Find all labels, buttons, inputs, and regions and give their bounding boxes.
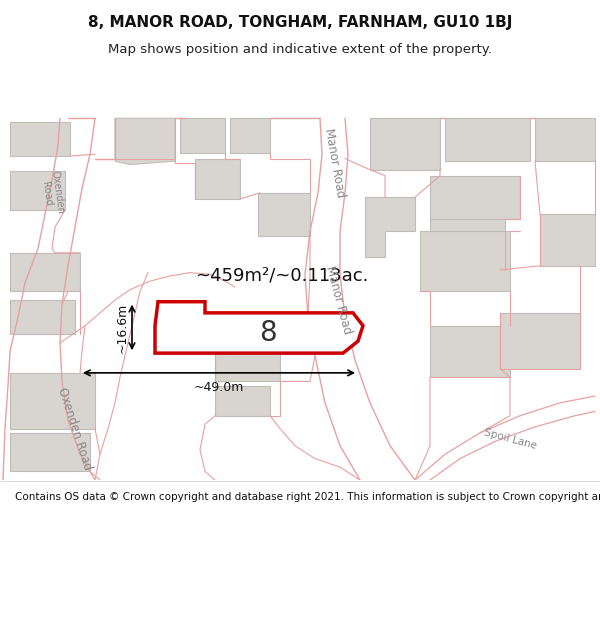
Polygon shape: [258, 193, 310, 236]
Polygon shape: [500, 313, 580, 369]
Text: ~49.0m: ~49.0m: [194, 381, 244, 394]
Polygon shape: [10, 433, 90, 471]
Text: Spoil Lane: Spoil Lane: [482, 427, 538, 451]
Polygon shape: [430, 219, 505, 270]
Polygon shape: [540, 214, 595, 266]
Polygon shape: [445, 118, 530, 161]
Text: Manor Road: Manor Road: [323, 264, 353, 336]
Polygon shape: [180, 118, 225, 152]
Polygon shape: [215, 386, 270, 416]
Polygon shape: [10, 300, 75, 334]
Polygon shape: [10, 171, 65, 210]
Polygon shape: [195, 159, 240, 199]
Polygon shape: [155, 302, 363, 353]
Polygon shape: [420, 231, 510, 291]
Polygon shape: [365, 197, 415, 257]
Text: Map shows position and indicative extent of the property.: Map shows position and indicative extent…: [108, 43, 492, 56]
Text: Oxenden
Road: Oxenden Road: [38, 170, 66, 216]
Polygon shape: [430, 176, 520, 219]
Text: 8, MANOR ROAD, TONGHAM, FARNHAM, GU10 1BJ: 8, MANOR ROAD, TONGHAM, FARNHAM, GU10 1B…: [88, 15, 512, 30]
Polygon shape: [115, 118, 175, 164]
Polygon shape: [215, 347, 280, 381]
Polygon shape: [535, 118, 595, 161]
Polygon shape: [10, 253, 80, 291]
Polygon shape: [370, 118, 440, 170]
Text: Oxenden Road: Oxenden Road: [56, 386, 94, 471]
Text: ~459m²/~0.113ac.: ~459m²/~0.113ac.: [195, 267, 368, 285]
Polygon shape: [230, 118, 270, 152]
Text: 8: 8: [259, 319, 277, 347]
Polygon shape: [430, 326, 510, 377]
Polygon shape: [10, 122, 70, 156]
Text: Manor Road: Manor Road: [322, 127, 347, 199]
Text: ~16.6m: ~16.6m: [116, 302, 129, 352]
Polygon shape: [10, 373, 95, 429]
Text: Contains OS data © Crown copyright and database right 2021. This information is : Contains OS data © Crown copyright and d…: [15, 492, 600, 502]
